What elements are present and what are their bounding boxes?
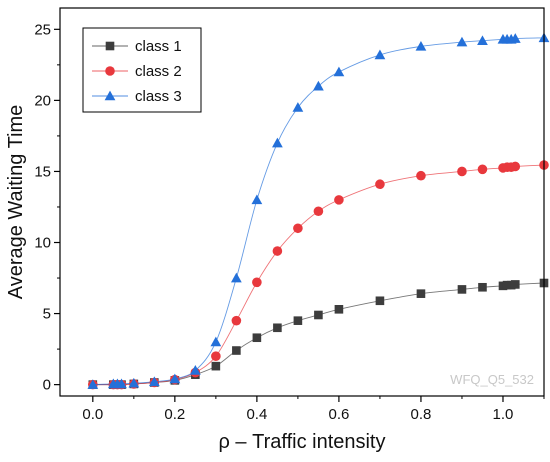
data-point (272, 246, 283, 256)
y-tick-label: 15 (34, 163, 51, 180)
x-tick-label: 0.0 (82, 406, 103, 423)
legend-label: class 2 (135, 63, 182, 80)
series-class-2 (88, 160, 549, 390)
data-point (478, 282, 487, 292)
data-point (509, 33, 521, 43)
data-point (314, 310, 323, 320)
axes: 0.0 0.2 0.4 0.6 0.8 1.0 0 5 10 15 20 25 (34, 7, 545, 423)
series-class-3 (87, 32, 550, 389)
data-point (416, 289, 426, 298)
data-point (87, 379, 99, 389)
plot-frame (59, 7, 545, 397)
data-point (292, 102, 304, 112)
data-point (374, 49, 386, 60)
legend-item: class 3 (92, 88, 182, 105)
legend-box (82, 27, 202, 113)
x-tick-label: 0.4 (246, 406, 267, 423)
data-point (293, 223, 303, 234)
data-point (273, 323, 282, 333)
data-point (313, 80, 324, 91)
legend-label: class 1 (135, 38, 182, 55)
data-point (252, 277, 262, 288)
legend-label: class 3 (135, 88, 182, 105)
data-point (456, 36, 468, 47)
y-tick-label: 20 (34, 92, 51, 109)
data-point (457, 285, 467, 294)
data-point (211, 351, 221, 362)
data-point (272, 137, 283, 148)
data-point (148, 376, 160, 387)
data-point (293, 316, 303, 325)
data-point (510, 280, 520, 289)
legend-item: class 1 (92, 38, 182, 55)
data-point (477, 164, 488, 175)
data-point (232, 346, 241, 355)
y-tick-label: 0 (43, 377, 51, 394)
x-tick-label: 0.8 (411, 406, 432, 423)
data-point (510, 161, 521, 172)
data-point (211, 361, 221, 371)
legend-marker (105, 66, 115, 76)
data-point (189, 365, 201, 375)
x-tick-label: 1.0 (493, 406, 514, 423)
data-point (416, 170, 426, 181)
x-tick-label: 0.6 (328, 406, 349, 423)
data-point (313, 206, 324, 217)
data-point (231, 315, 242, 326)
legend-item: class 2 (92, 63, 182, 80)
data-point (252, 333, 262, 343)
data-point (116, 378, 127, 389)
data-point (230, 272, 242, 283)
data-point (334, 195, 344, 205)
watermark-text: WFQ_Q5_532 (450, 372, 534, 387)
legend-marker (105, 41, 115, 51)
legend-marker (104, 90, 116, 101)
data-point (128, 377, 140, 388)
series-line (92, 282, 545, 386)
data-point (333, 66, 345, 77)
data-point (334, 305, 344, 314)
y-tick-label: 25 (34, 21, 51, 38)
data-point (210, 336, 222, 347)
series-line (92, 164, 545, 386)
x-tick-label: 0.2 (164, 406, 185, 423)
data-point (415, 40, 427, 51)
data-point (457, 166, 467, 177)
data-point (375, 179, 385, 190)
data-point (375, 296, 385, 306)
y-axis-title: Average Waiting Time (5, 105, 27, 300)
legend: class 1 class 2 class 3 (82, 27, 202, 113)
data-point (251, 194, 263, 205)
data-point (169, 373, 181, 384)
data-point (477, 35, 488, 45)
series-layer (87, 32, 550, 390)
x-axis-title: ρ – Traffic intensity (219, 431, 386, 453)
y-tick-label: 10 (34, 235, 51, 252)
y-tick-label: 5 (43, 306, 51, 323)
